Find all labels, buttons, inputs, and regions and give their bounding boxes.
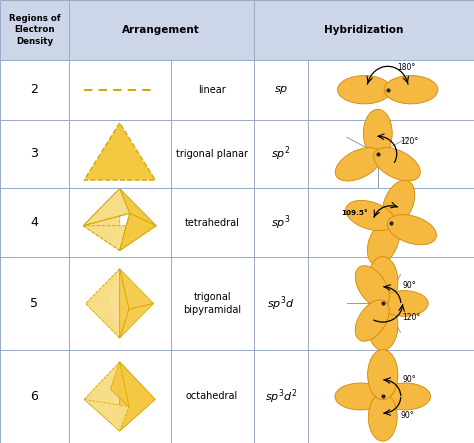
Ellipse shape — [379, 383, 430, 410]
Ellipse shape — [374, 148, 420, 181]
Ellipse shape — [368, 300, 398, 350]
Text: Arrangement: Arrangement — [122, 25, 200, 35]
Bar — [308, 60, 474, 120]
Polygon shape — [86, 299, 119, 338]
Bar — [308, 257, 474, 350]
Ellipse shape — [383, 180, 415, 226]
Bar — [0, 120, 69, 188]
Text: 4: 4 — [30, 216, 38, 229]
Polygon shape — [119, 362, 155, 407]
Polygon shape — [119, 269, 154, 309]
Text: 6: 6 — [30, 390, 38, 403]
Text: 180°: 180° — [397, 63, 416, 72]
Ellipse shape — [368, 352, 397, 400]
Bar — [0, 0, 69, 60]
Bar — [254, 120, 308, 188]
Polygon shape — [84, 362, 119, 431]
Polygon shape — [119, 214, 156, 251]
Bar — [254, 0, 308, 60]
Ellipse shape — [384, 76, 438, 104]
Polygon shape — [83, 226, 156, 251]
Text: $sp$: $sp$ — [273, 84, 288, 96]
Bar — [254, 350, 308, 443]
Polygon shape — [83, 189, 119, 251]
Bar — [308, 188, 474, 257]
Polygon shape — [86, 269, 119, 303]
Bar — [0, 188, 69, 257]
Text: octahedral: octahedral — [186, 392, 238, 401]
Bar — [254, 60, 308, 120]
Ellipse shape — [364, 109, 392, 157]
Text: $sp^3$: $sp^3$ — [271, 214, 291, 232]
Text: linear: linear — [198, 85, 226, 95]
Polygon shape — [86, 269, 119, 338]
Text: 120°: 120° — [402, 313, 421, 323]
Ellipse shape — [355, 300, 389, 341]
Bar — [69, 350, 171, 443]
Bar — [254, 257, 308, 350]
Text: 109.5°: 109.5° — [341, 210, 368, 216]
Text: $sp^2$: $sp^2$ — [271, 145, 291, 163]
Bar — [0, 60, 69, 120]
Ellipse shape — [380, 291, 428, 316]
Polygon shape — [119, 400, 155, 431]
Bar — [171, 60, 254, 120]
Bar — [171, 188, 254, 257]
Ellipse shape — [335, 148, 382, 181]
Polygon shape — [119, 362, 155, 431]
Polygon shape — [84, 123, 155, 180]
Bar — [69, 120, 171, 188]
Ellipse shape — [368, 256, 398, 307]
Polygon shape — [119, 269, 129, 338]
Text: $sp^3d^2$: $sp^3d^2$ — [264, 387, 297, 406]
Text: trigonal
bipyramidal: trigonal bipyramidal — [183, 292, 241, 315]
Text: 90°: 90° — [402, 375, 416, 385]
Bar — [69, 60, 171, 120]
Bar — [171, 0, 254, 60]
Text: $sp^3d$: $sp^3d$ — [267, 294, 295, 313]
Text: 90°: 90° — [402, 281, 416, 290]
Bar — [171, 350, 254, 443]
Polygon shape — [84, 389, 119, 431]
Text: 90°: 90° — [401, 411, 414, 420]
Bar — [171, 257, 254, 350]
Bar — [69, 0, 171, 60]
Text: Regions of
Electron
Density: Regions of Electron Density — [9, 14, 60, 46]
Ellipse shape — [387, 214, 437, 245]
Ellipse shape — [368, 350, 398, 400]
Polygon shape — [84, 400, 129, 431]
Bar — [308, 350, 474, 443]
Ellipse shape — [337, 76, 392, 104]
Text: Hybridization: Hybridization — [324, 25, 403, 35]
Polygon shape — [110, 362, 129, 407]
Bar — [308, 0, 474, 60]
Polygon shape — [119, 189, 156, 226]
Bar — [254, 0, 474, 60]
Bar — [254, 188, 308, 257]
Text: 5: 5 — [30, 297, 38, 310]
Bar — [0, 350, 69, 443]
Text: 2: 2 — [30, 83, 38, 96]
Bar — [69, 188, 171, 257]
Bar — [69, 257, 171, 350]
Ellipse shape — [346, 200, 395, 231]
Ellipse shape — [355, 266, 389, 307]
Text: 3: 3 — [30, 148, 38, 160]
Bar — [69, 0, 254, 60]
Bar — [171, 120, 254, 188]
Bar — [308, 120, 474, 188]
Polygon shape — [84, 362, 119, 400]
Text: tetrahedral: tetrahedral — [185, 218, 239, 228]
Ellipse shape — [368, 393, 397, 441]
Polygon shape — [119, 303, 154, 338]
Polygon shape — [83, 189, 130, 226]
Bar — [0, 257, 69, 350]
Ellipse shape — [335, 383, 386, 410]
Text: trigonal planar: trigonal planar — [176, 149, 248, 159]
Ellipse shape — [367, 219, 400, 265]
Text: 120°: 120° — [401, 137, 419, 146]
